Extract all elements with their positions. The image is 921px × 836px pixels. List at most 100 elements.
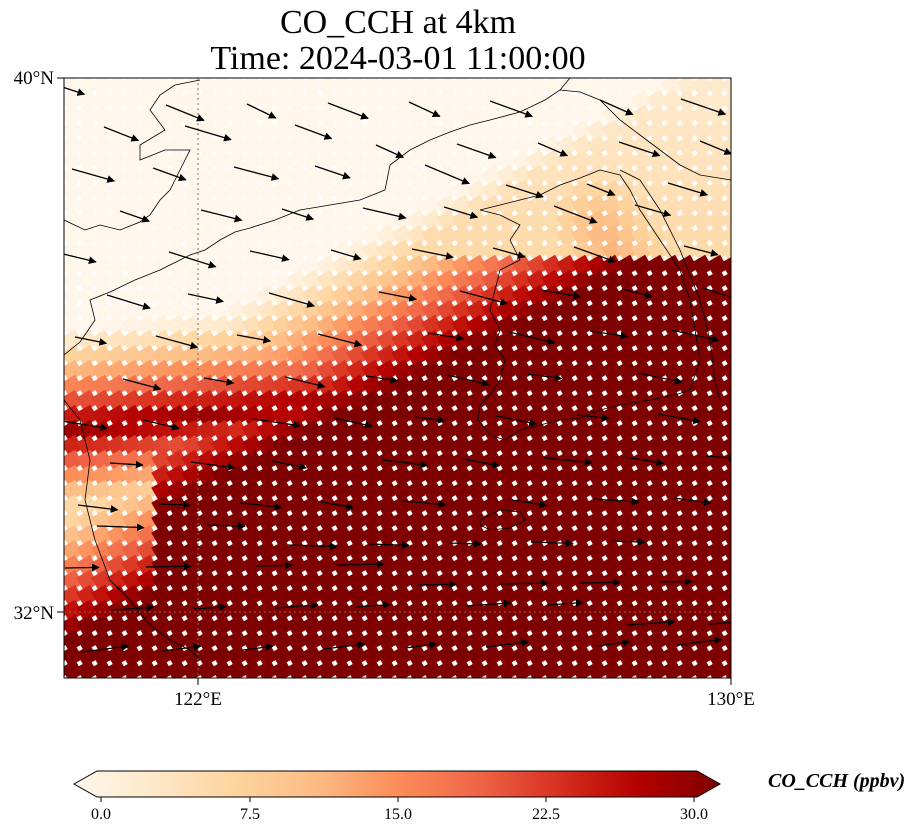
field-cell bbox=[301, 374, 324, 397]
field-cell bbox=[706, 524, 729, 547]
wind-vector bbox=[168, 251, 217, 269]
field-cell bbox=[241, 599, 264, 622]
field-cell bbox=[631, 479, 654, 502]
field-cell bbox=[106, 239, 129, 262]
field-cell bbox=[616, 239, 639, 262]
field-cell bbox=[526, 45, 548, 67]
field-cell bbox=[241, 78, 264, 97]
field-cell bbox=[241, 690, 263, 712]
field-cell bbox=[316, 299, 339, 322]
field-cell bbox=[181, 359, 204, 382]
field-cell bbox=[106, 224, 129, 247]
field-cell bbox=[121, 690, 143, 712]
field-cell bbox=[751, 600, 773, 622]
field-cell bbox=[706, 224, 729, 247]
field-cell bbox=[391, 614, 414, 637]
field-cell bbox=[646, 104, 669, 127]
field-cell bbox=[271, 299, 294, 322]
field-cell bbox=[421, 359, 444, 382]
field-cell bbox=[376, 164, 399, 187]
field-cell bbox=[391, 89, 414, 112]
field-cell bbox=[496, 119, 519, 142]
field-cell bbox=[31, 135, 53, 157]
field-cell bbox=[736, 555, 758, 577]
field-cell bbox=[691, 224, 714, 247]
field-cell bbox=[376, 614, 399, 637]
field-cell bbox=[631, 149, 654, 172]
wind-vector bbox=[404, 641, 438, 649]
field-cell bbox=[151, 224, 174, 247]
field-cell bbox=[376, 314, 399, 337]
field-cell bbox=[526, 644, 549, 667]
field-cell bbox=[181, 599, 204, 622]
field-cell bbox=[76, 104, 99, 127]
field-cell bbox=[451, 314, 474, 337]
field-cell bbox=[226, 45, 248, 67]
field-cell bbox=[481, 524, 504, 547]
field-cell bbox=[361, 659, 384, 678]
field-cell bbox=[691, 434, 714, 457]
field-cell bbox=[436, 254, 459, 277]
field-cell bbox=[256, 464, 279, 487]
field-cell bbox=[706, 509, 729, 532]
field-cell bbox=[661, 104, 684, 127]
field-cell bbox=[151, 179, 174, 202]
field-cell bbox=[646, 329, 669, 352]
field-cell bbox=[631, 314, 654, 337]
field-cell bbox=[616, 449, 639, 472]
field-cell bbox=[676, 314, 699, 337]
wind-vector bbox=[152, 167, 187, 182]
field-cell bbox=[706, 614, 729, 637]
field-cell bbox=[511, 344, 534, 367]
field-cell bbox=[76, 224, 99, 247]
field-cell bbox=[271, 149, 294, 172]
field-cell bbox=[361, 134, 384, 157]
field-cell bbox=[706, 209, 729, 232]
field-cell bbox=[256, 209, 279, 232]
field-cell bbox=[196, 344, 219, 367]
field-cell bbox=[511, 464, 534, 487]
field-cell bbox=[196, 479, 219, 502]
field-cell bbox=[691, 644, 714, 667]
field-cell bbox=[361, 524, 384, 547]
field-cell bbox=[436, 194, 459, 217]
field-cell bbox=[541, 539, 564, 562]
field-cell bbox=[751, 555, 773, 577]
field-cell bbox=[76, 239, 99, 262]
field-cell bbox=[316, 119, 339, 142]
field-cell bbox=[91, 434, 114, 457]
field-cell bbox=[121, 554, 144, 577]
field-cell bbox=[616, 569, 639, 592]
field-cell bbox=[541, 449, 564, 472]
field-cell bbox=[736, 105, 758, 127]
field-cell bbox=[76, 690, 98, 712]
field-cell bbox=[91, 494, 114, 517]
field-cell bbox=[451, 539, 474, 562]
field-cell bbox=[316, 449, 339, 472]
field-cell bbox=[31, 690, 53, 712]
field-cell bbox=[391, 569, 414, 592]
field-cell bbox=[196, 119, 219, 142]
field-cell bbox=[301, 329, 324, 352]
field-cell bbox=[121, 329, 144, 352]
field-cell bbox=[421, 284, 444, 307]
field-cell bbox=[601, 449, 624, 472]
field-cell bbox=[331, 45, 353, 67]
field-cell bbox=[271, 284, 294, 307]
field-cell bbox=[286, 359, 309, 382]
field-cell bbox=[676, 78, 699, 97]
field-cell bbox=[556, 239, 579, 262]
field-cell bbox=[661, 599, 684, 622]
field-cell bbox=[571, 359, 594, 382]
field-cell bbox=[661, 284, 684, 307]
field-cell bbox=[541, 299, 564, 322]
field-cell bbox=[391, 389, 414, 412]
field-cell bbox=[241, 299, 264, 322]
field-cell bbox=[301, 45, 323, 67]
field-cell bbox=[361, 690, 383, 712]
field-cell bbox=[496, 269, 519, 292]
field-cell bbox=[256, 224, 279, 247]
field-cell bbox=[106, 404, 129, 427]
field-cell bbox=[391, 314, 414, 337]
field-cell bbox=[391, 104, 414, 127]
